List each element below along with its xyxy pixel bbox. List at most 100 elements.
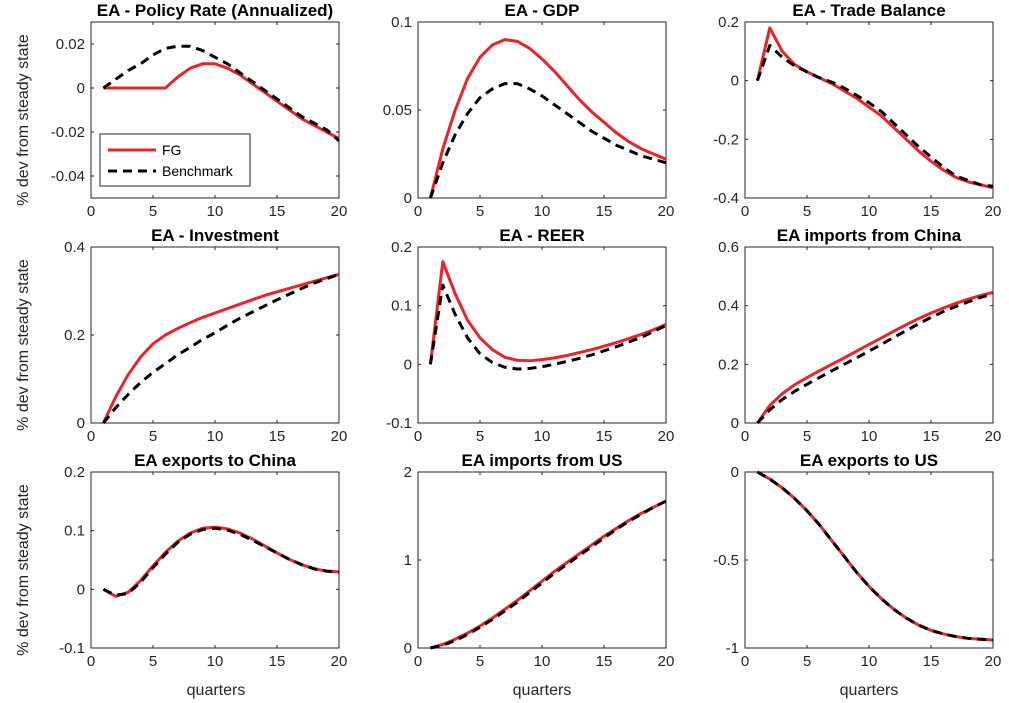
x-tick-label: 15 — [269, 653, 286, 670]
panel-title: EA imports from China — [777, 226, 962, 245]
series-line-fg — [428, 260, 667, 365]
x-tick-label: 10 — [534, 203, 551, 220]
series-line-fg — [102, 272, 340, 424]
y-tick-label: 0.2 — [391, 239, 412, 256]
x-tick-label: 5 — [803, 203, 811, 220]
x-tick-label: 10 — [534, 653, 551, 670]
x-tick-label: 20 — [658, 428, 675, 445]
x-tick-label: 15 — [923, 653, 940, 670]
x-tick-label: 15 — [923, 428, 940, 445]
y-tick-label: 0 — [77, 415, 85, 432]
y-tick-label: 0 — [731, 73, 739, 90]
x-tick-label: 5 — [476, 428, 484, 445]
x-tick-label: 5 — [149, 428, 157, 445]
x-tick-label: 20 — [985, 203, 1002, 220]
legend-box — [99, 133, 251, 187]
y-tick-label: -1 — [726, 640, 739, 657]
panel-1: EA - Policy Rate (Annualized) 0 5 10 15 20 -0.… — [51, 1, 348, 220]
x-tick-label: 5 — [149, 653, 157, 670]
y-tick-label: 0.2 — [64, 327, 85, 344]
panel-title: EA imports from US — [462, 451, 623, 470]
y-tick-label: 0.1 — [391, 14, 412, 31]
x-tick-label: 15 — [269, 203, 286, 220]
y-tick-label: 0 — [404, 356, 412, 373]
axes-box — [744, 471, 994, 649]
y-tick-label: 0.1 — [64, 523, 85, 540]
y-tick-label: 0.02 — [56, 36, 85, 53]
panel-title: EA - GDP — [505, 1, 580, 20]
x-tick-label: 20 — [658, 653, 675, 670]
panel-2: EA - GDP 0 5 10 15 20 0 0.05 0.1 — [383, 1, 675, 220]
y-tick-label: 2 — [404, 464, 412, 481]
panels: EA - Policy Rate (Annualized)0 5 10 15 20-0.… — [51, 1, 1002, 670]
x-tick-label: 0 — [414, 203, 422, 220]
axes-box — [417, 21, 667, 199]
x-tick-label: 15 — [596, 653, 613, 670]
y-tick-label: 0.6 — [718, 239, 739, 256]
ylabel-row-2: % dev from steady state — [15, 259, 32, 431]
x-tick-label: 0 — [87, 203, 95, 220]
y-tick-label: 0.4 — [64, 239, 85, 256]
y-tick-label: -0.1 — [59, 640, 85, 657]
panel-title: EA - REER — [499, 226, 584, 245]
y-tick-label: 0 — [77, 80, 85, 97]
series-line-fg — [755, 26, 994, 190]
y-tick-label: -0.1 — [386, 415, 412, 432]
x-tick-label: 0 — [414, 428, 422, 445]
series-line-fg — [103, 62, 340, 140]
y-tick-label: 0.2 — [718, 14, 739, 31]
y-tick-label: 0 — [731, 464, 739, 481]
ylabel-row-1: % dev from steady state — [15, 34, 32, 206]
y-tick-label: 0 — [404, 190, 412, 207]
y-tick-label: 0.1 — [391, 298, 412, 315]
x-tick-label: 15 — [923, 203, 940, 220]
ylabel-row-3: % dev from steady state — [15, 484, 32, 656]
x-tick-label: 20 — [985, 653, 1002, 670]
y-tick-label: 0.2 — [718, 356, 739, 373]
legend-label-benchmark: Benchmark — [162, 163, 234, 179]
series-line-benchmark — [756, 470, 994, 642]
series-line-benchmark — [428, 82, 667, 199]
panel-title: EA - Investment — [151, 226, 279, 245]
x-tick-label: 20 — [985, 428, 1002, 445]
axes-box — [90, 471, 340, 649]
legend-label-fg: FG — [162, 142, 181, 158]
panel-9: EA exports to US 0 5 10 15 20 -1 -0.5 0 — [713, 451, 1001, 670]
x-tick-label: 10 — [861, 428, 878, 445]
series-line-fg — [428, 38, 667, 199]
y-tick-label: -0.5 — [713, 552, 739, 569]
series-line-benchmark — [756, 292, 994, 425]
x-tick-label: 0 — [741, 428, 749, 445]
y-tick-label: 1 — [404, 552, 412, 569]
panel-3: EA - Trade Balance 0 5 10 15 20 -0.4 -0.2 0 0.2 — [713, 1, 1001, 220]
x-tick-label: 20 — [331, 428, 348, 445]
x-tick-label: 15 — [269, 428, 286, 445]
legend: FG Benchmark — [99, 133, 251, 187]
y-tick-label: 0 — [731, 415, 739, 432]
x-tick-label: 10 — [207, 428, 224, 445]
xlabel-col-2: quarters — [513, 682, 572, 699]
x-tick-label: 5 — [476, 203, 484, 220]
panel-4: EA - Investment 0 5 10 15 20 0 0.2 0.4 — [64, 226, 347, 445]
y-tick-label: 0.05 — [383, 102, 412, 119]
x-tick-label: 15 — [596, 428, 613, 445]
x-tick-label: 0 — [87, 653, 95, 670]
x-tick-label: 5 — [149, 203, 157, 220]
x-tick-label: 0 — [741, 203, 749, 220]
y-tick-label: -0.4 — [713, 190, 739, 207]
panel-8: EA imports from US 0 5 10 15 20 0 1 2 — [404, 451, 675, 670]
panel-title: EA exports to China — [134, 451, 296, 470]
y-tick-label: 0 — [404, 640, 412, 657]
x-tick-label: 5 — [803, 653, 811, 670]
axes-box — [744, 21, 994, 199]
series-line-benchmark — [430, 499, 667, 650]
x-tick-label: 10 — [207, 203, 224, 220]
axes-box — [90, 246, 340, 424]
axes-box — [744, 246, 994, 424]
x-tick-label: 0 — [414, 653, 422, 670]
x-tick-label: 10 — [861, 203, 878, 220]
xlabel-col-1: quarters — [187, 682, 246, 699]
series-line-benchmark — [102, 272, 340, 424]
